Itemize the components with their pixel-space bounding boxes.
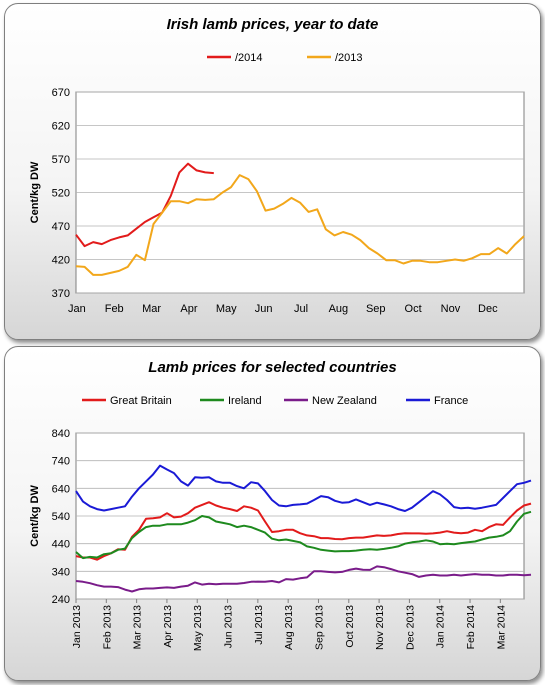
irish-lamb-prices-chart: 370 420 470 520 570 620 670 Cent/kg DW Jan Feb Mar… (29, 52, 525, 315)
y-tick-label: 440 (52, 539, 70, 551)
x-tick-label: Dec 2013 (404, 605, 416, 650)
x-tick-label: Jan (68, 303, 86, 315)
x-tick-label: Aug (329, 303, 349, 315)
y-tick-label: 370 (52, 288, 70, 300)
legend-label-great-britain: Great Britain (110, 395, 172, 407)
selected-countries-chart: 240 340 440 540 640 740 840 Cent/kg DW Jan 2013 F… (29, 395, 532, 651)
series-line-2014 (75, 162, 214, 248)
series-line-france (75, 464, 532, 512)
x-tick-label: Oct 2013 (344, 605, 356, 648)
x-tick-label: Feb 2014 (465, 605, 477, 650)
y-tick-label: 840 (52, 428, 70, 440)
y-tick-label: 520 (52, 188, 70, 200)
series-line-ireland (75, 510, 532, 560)
x-tick-label: Dec (478, 303, 498, 315)
y-tick-label: 420 (52, 255, 70, 267)
selected-countries-chart-panel: Lamb prices for selected countries 240 34… (4, 346, 541, 681)
x-tick-label: Nov (441, 303, 461, 315)
x-tick-label: Sep 2013 (313, 605, 325, 650)
x-tick-label: Jun (255, 303, 273, 315)
irish-lamb-prices-chart-panel: Irish lamb prices, year to date 370 420 47… (4, 3, 541, 340)
x-tick-label: Oct (405, 303, 422, 315)
x-tick-label: Nov 2013 (374, 605, 386, 650)
x-tick-label: Jul 2013 (253, 605, 265, 645)
series-line-2013 (75, 174, 525, 276)
series-line-new-zealand (75, 565, 532, 593)
y-tick-label: 340 (52, 566, 70, 578)
y-tick-label: 470 (52, 221, 70, 233)
x-tick-label: Feb (105, 303, 124, 315)
legend-label-2014: /2014 (235, 52, 263, 64)
y-tick-label: 540 (52, 511, 70, 523)
x-tick-label: Jan 2014 (435, 605, 447, 648)
y-tick-label: 240 (52, 594, 70, 606)
y-tick-label: 570 (52, 154, 70, 166)
y-tick-label: 620 (52, 121, 70, 133)
y-axis-label: Cent/kg DW (29, 161, 41, 223)
x-tick-label: May 2013 (192, 605, 204, 651)
chart-title: Lamb prices for selected countries (148, 359, 397, 376)
x-tick-label: Apr (180, 303, 197, 315)
x-tick-label: Sep (366, 303, 386, 315)
x-tick-label: Aug 2013 (283, 605, 295, 650)
x-tick-label: Jan 2013 (71, 605, 83, 648)
x-tick-label: May (216, 303, 237, 315)
y-tick-label: 640 (52, 483, 70, 495)
y-tick-label: 740 (52, 456, 70, 468)
legend-label-ireland: Ireland (228, 395, 262, 407)
y-axis-label: Cent/kg DW (29, 485, 41, 547)
x-tick-label: Mar 2013 (132, 605, 144, 650)
x-tick-label: Mar (142, 303, 161, 315)
series-line-great-britain (75, 501, 532, 561)
x-tick-label: Feb 2013 (101, 605, 113, 650)
legend-label-new-zealand: New Zealand (312, 395, 377, 407)
x-tick-label: Mar 2014 (495, 605, 507, 650)
y-tick-label: 670 (52, 87, 70, 99)
legend-label-france: France (434, 395, 468, 407)
legend-label-2013: /2013 (335, 52, 363, 64)
x-tick-label: Jul (294, 303, 308, 315)
x-tick-label: Apr 2013 (162, 605, 174, 648)
chart-title: Irish lamb prices, year to date (166, 16, 379, 33)
x-tick-label: Jun 2013 (223, 605, 235, 648)
